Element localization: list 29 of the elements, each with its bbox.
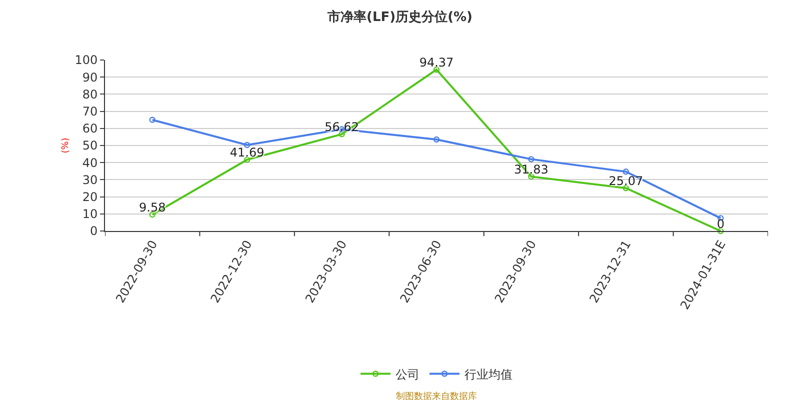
data-label: 41.69 [230,146,264,160]
legend-label: 行业均值 [464,367,512,382]
point [433,66,440,73]
chart-title: 市净率(LF)历史分位(%) [326,9,472,26]
legend-label: 公司 [396,367,420,382]
y-tick-label: 80 [82,87,98,102]
y-tick-label: 0 [90,224,98,238]
point [244,156,250,163]
y-tick-label: 30 [82,172,98,187]
y-tick-label: 50 [82,138,98,153]
data-label: 9.58 [139,200,166,215]
y-tick-label: 10 [82,207,98,222]
y-axis-title: (%) [61,138,72,154]
point [622,185,630,192]
y-tick-label: 60 [82,122,98,136]
y-tick-label: 20 [82,190,98,204]
y-tick-label: 40 [82,156,98,170]
y-tick-label: 90 [82,70,98,84]
point [528,156,534,162]
point [622,168,630,175]
y-tick-label: 70 [82,104,98,118]
point [433,136,440,143]
text: 制图数据来自数据库 [396,391,477,400]
data-label: 0 [716,217,724,231]
point [149,116,156,123]
data-label: 25.07 [608,174,644,188]
y-tick-label: 100 [74,53,98,68]
point [149,212,156,218]
data-label: 94.37 [419,56,454,70]
